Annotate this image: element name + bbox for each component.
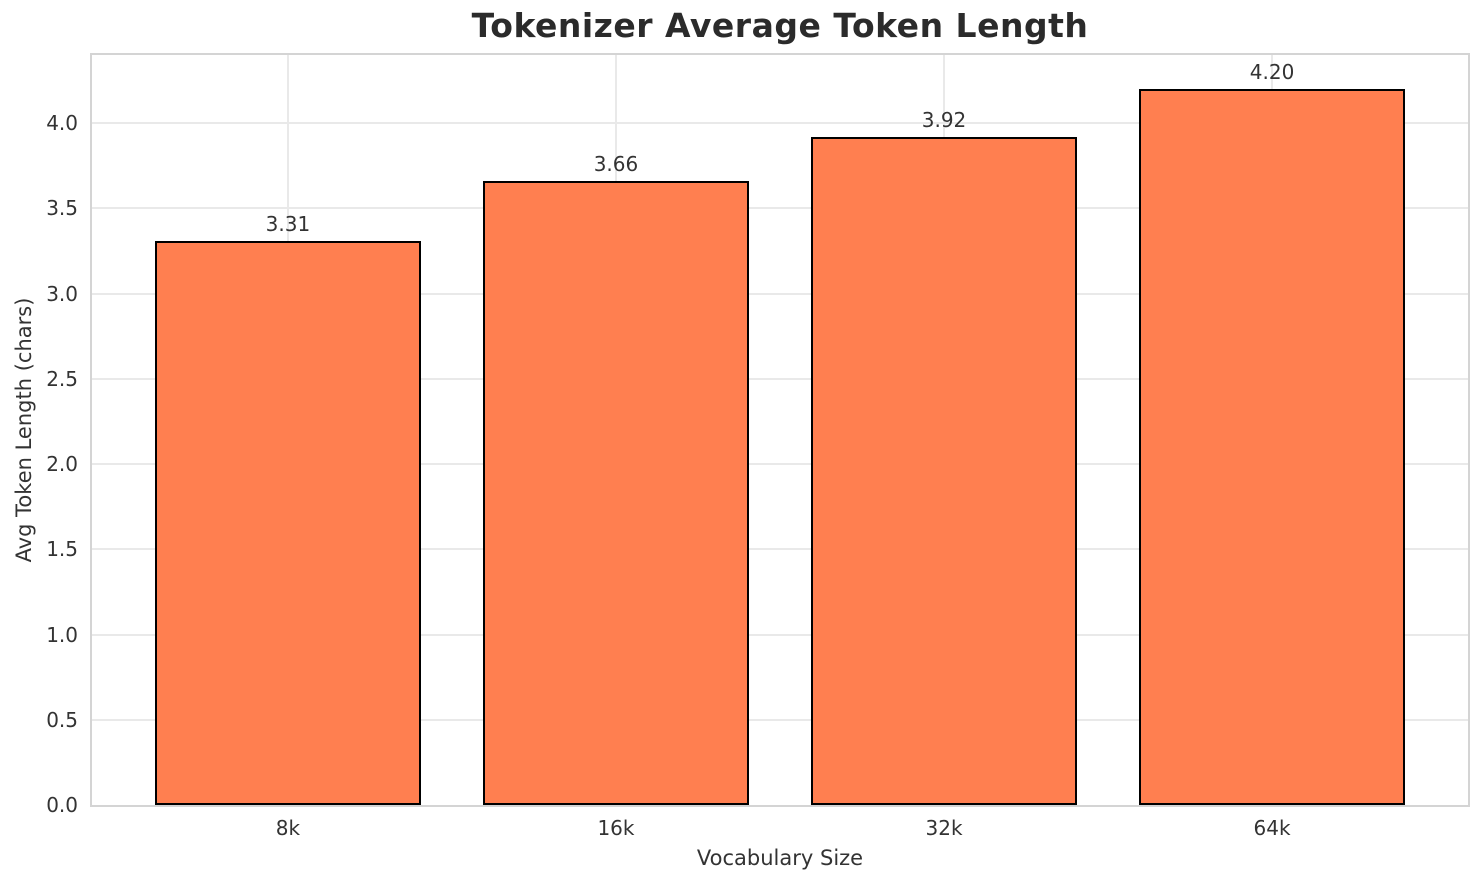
bar-32k [811, 136, 1078, 805]
chart-title: Tokenizer Average Token Length [471, 6, 1089, 45]
horizontal-gridline [92, 548, 1468, 551]
y-tick-label: 2.0 [46, 452, 78, 477]
x-tick-label: 64k [1253, 816, 1291, 840]
horizontal-gridline [92, 718, 1468, 721]
y-tick-label: 3.5 [46, 196, 78, 221]
bar-value-label: 4.20 [1249, 60, 1295, 85]
y-tick-label: 0.0 [46, 793, 78, 817]
y-tick-label: 0.5 [46, 707, 78, 732]
y-axis-label: Avg Token Length (chars) [12, 297, 36, 563]
horizontal-gridline [92, 122, 1468, 125]
horizontal-gridline [92, 377, 1468, 380]
bar-64k [1139, 89, 1406, 805]
bar-value-label: 3.31 [265, 211, 311, 236]
y-tick-label: 1.0 [46, 622, 78, 647]
horizontal-gridline [92, 633, 1468, 636]
x-axis-label: Vocabulary Size [696, 846, 864, 870]
horizontal-gridline [92, 207, 1468, 210]
y-tick-label: 3.0 [46, 281, 78, 306]
x-tick-label: 8k [275, 816, 301, 840]
x-tick-label: 16k [597, 816, 635, 840]
y-tick-label: 1.5 [46, 537, 78, 562]
plot-area: 3.31 3.66 3.92 4.20 [90, 53, 1470, 807]
x-tick-label: 32k [925, 816, 963, 840]
y-tick-label: 2.5 [46, 366, 78, 391]
bar-16k [482, 181, 749, 805]
horizontal-gridline [92, 292, 1468, 295]
bar-value-label: 3.92 [921, 107, 967, 132]
horizontal-gridline [92, 463, 1468, 466]
bar-8k [154, 240, 421, 805]
bar-value-label: 3.66 [593, 152, 639, 177]
y-tick-label: 4.0 [46, 111, 78, 136]
